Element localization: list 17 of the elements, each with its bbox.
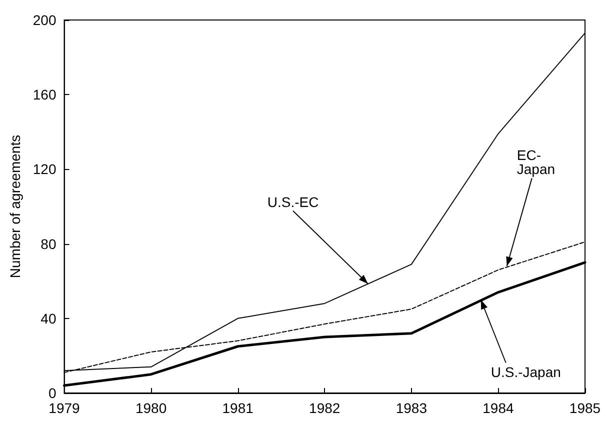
y-tick-label: 0 (48, 385, 56, 401)
x-tick-label: 1982 (309, 400, 340, 416)
x-tick-label: 1979 (48, 400, 80, 416)
annotation: U.S.-Japan (490, 364, 561, 380)
x-tick-label: 1985 (569, 400, 601, 416)
y-tick-label: 80 (40, 236, 56, 252)
x-tick-label: 1983 (396, 400, 428, 416)
y-axis-title: Number of agreements (7, 134, 23, 278)
y-tick-label: 160 (32, 86, 56, 103)
x-tick-label: 1981 (222, 400, 254, 416)
annotation: U.S.-EC (267, 194, 319, 210)
annotation: EC- Japan (516, 147, 556, 178)
y-tick-label: 200 (32, 12, 56, 28)
y-tick-label: 40 (40, 310, 56, 326)
y-tick-label: 120 (32, 161, 56, 178)
x-tick-label: 1980 (135, 400, 167, 416)
x-tick-label: 1984 (482, 400, 514, 416)
